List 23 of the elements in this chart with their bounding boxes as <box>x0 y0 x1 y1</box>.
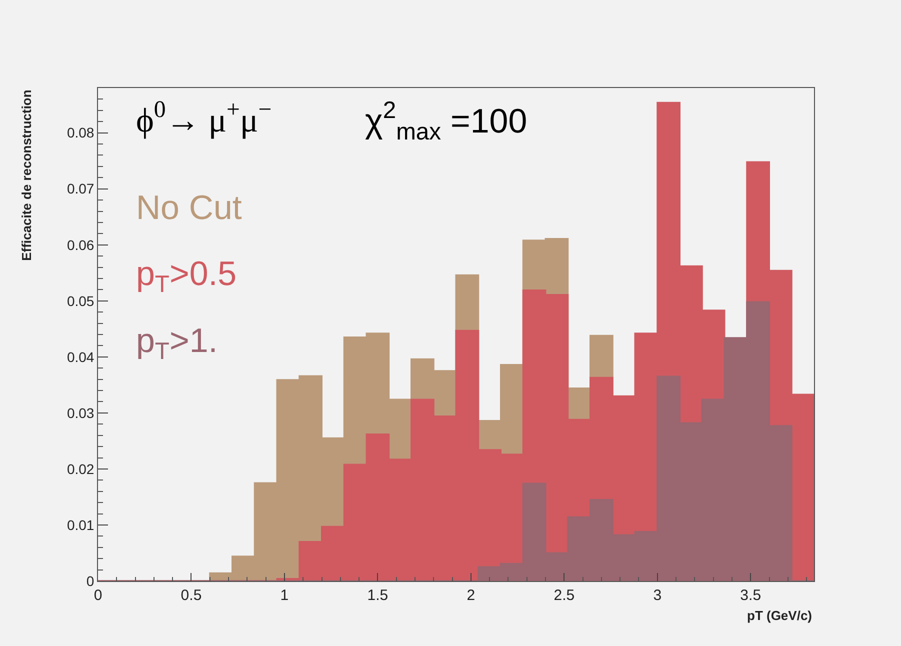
x-tick-label: 3.5 <box>740 587 762 604</box>
x-axis-title: pT (GeV/c) <box>747 608 812 623</box>
y-tick-label: 0 <box>86 572 94 589</box>
x-tick-label: 1 <box>280 587 289 604</box>
y-tick-label: 0.03 <box>66 404 94 421</box>
text: No Cut <box>136 189 242 227</box>
x-tick-label: 0.5 <box>180 587 202 604</box>
annotation: ϕ$^{0}$→ μ$^{+}$μ$^{−}$ <box>136 97 272 140</box>
y-tick-label: 0.06 <box>66 236 94 253</box>
x-tick-label: 1.5 <box>367 587 388 604</box>
y-tick-label: 0.01 <box>66 516 94 533</box>
y-tick-label: 0.05 <box>66 292 94 309</box>
y-tick-label: 0.07 <box>66 180 94 197</box>
text: p$_{T}$>1. <box>136 322 218 366</box>
x-tick-label: 2 <box>466 587 476 604</box>
x-tick-label: 3 <box>653 587 662 604</box>
text: p$_{T}$>0.5 <box>136 255 237 298</box>
y-tick-label: 0.08 <box>66 124 94 141</box>
y-axis-title: Efficacite de reconstruction <box>18 90 34 261</box>
y-tick-label: 0.02 <box>66 460 94 477</box>
x-tick-label: 2.5 <box>554 587 575 604</box>
annotation: χ$^{2}$$_{max}$ =100 <box>365 97 528 146</box>
y-tick-label: 0.04 <box>66 348 94 365</box>
